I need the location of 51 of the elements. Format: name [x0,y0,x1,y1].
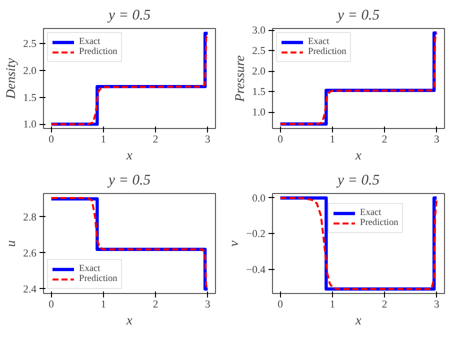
y-tick-label: −0.2 [246,229,266,240]
chart-title: y = 0.5 [335,8,380,24]
x-tick-label: 3 [205,134,210,146]
y-tick-label: 2.0 [252,66,266,78]
x-tick-label: 2 [152,134,158,146]
chart-title: y = 0.5 [335,172,380,188]
x-tick-label: 1 [330,134,336,146]
x-tick-label: 2 [382,134,388,146]
y-tick-label: 2.8 [23,212,37,224]
x-tick-label: 0 [278,134,283,146]
y-axis-title: u [3,240,18,247]
y-axis-title: v [226,240,242,246]
legend-label: Prediction [79,47,118,57]
y-tick-label: 1.5 [252,87,266,98]
x-tick-label: 1 [100,300,106,310]
y-tick-label: 2.5 [23,39,37,50]
y-tick-label: 1.0 [252,108,266,119]
y-tick-label: 1.5 [23,92,37,104]
y-tick-label: 2.5 [252,46,266,58]
x-tick-label: 0 [278,300,283,310]
y-tick-label: 2.4 [23,284,38,296]
legend-label: Exact [79,264,100,274]
legend-label: Prediction [79,274,118,284]
legend-label: Exact [308,37,330,47]
y-tick-label: 2.0 [23,66,37,77]
y-tick-label: 2.6 [23,248,38,260]
x-tick-label: 1 [100,134,106,146]
x-tick-label: 3 [434,134,440,146]
legend-label: Prediction [360,218,398,228]
y-axis-title: Pressure [232,55,248,103]
y-tick-label: −0.4 [246,264,266,276]
legend-label: Exact [79,37,100,47]
x-tick-label: 3 [205,300,210,310]
x-tick-label: 3 [434,300,440,310]
x-axis-title: x [354,148,362,162]
y-tick-label: 0.0 [252,193,266,204]
x-tick-label: 1 [330,300,336,310]
legend-label: Exact [360,208,382,218]
y-tick-label: 1.0 [23,120,37,131]
x-tick-label: 0 [48,300,54,310]
chart-title: y = 0.5 [106,172,151,188]
y-tick-label: 3.0 [252,26,266,37]
legend-label: Prediction [308,47,346,57]
x-axis-title: x [354,312,362,328]
x-tick-label: 0 [48,134,54,146]
y-axis-title: Density [3,58,18,100]
x-axis-title: x [126,312,133,328]
x-axis-title: x [126,148,133,162]
x-tick-label: 2 [382,300,388,310]
x-tick-label: 2 [152,300,158,310]
chart-title: y = 0.5 [106,8,151,24]
